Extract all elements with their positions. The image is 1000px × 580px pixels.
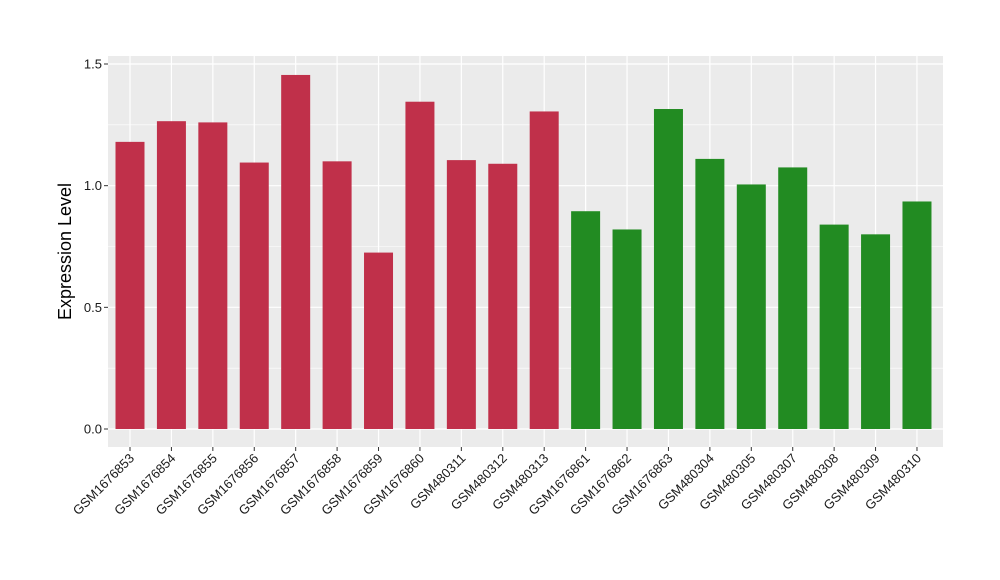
bar-GSM1676861 <box>571 211 601 429</box>
bar-GSM480308 <box>819 224 849 429</box>
y-tick-label: 0.5 <box>84 300 102 315</box>
bar-GSM480304 <box>695 158 725 429</box>
bar-GSM1676858 <box>322 161 352 430</box>
bar-GSM480305 <box>736 184 766 429</box>
bar-GSM480311 <box>446 160 476 429</box>
bar-GSM480309 <box>861 234 891 429</box>
bar-GSM1676859 <box>364 252 394 429</box>
y-tick-label: 0.0 <box>84 422 102 437</box>
bar-GSM480312 <box>488 163 518 429</box>
bar-GSM480310 <box>902 201 932 429</box>
bar-GSM480307 <box>778 167 808 429</box>
bar-GSM1676853 <box>115 141 145 429</box>
bar-GSM1676857 <box>281 74 311 429</box>
bar-GSM1676854 <box>156 121 186 429</box>
y-axis-label: Expression Level <box>55 183 75 320</box>
bars <box>115 74 932 430</box>
y-tick-label: 1.0 <box>84 178 102 193</box>
plot-panel <box>108 56 943 447</box>
bar-GSM1676856 <box>239 162 269 430</box>
y-tick-label: 1.5 <box>84 57 102 72</box>
bar-GSM1676855 <box>198 122 228 430</box>
y-axis: 0.0 0.5 1.0 1.5 <box>84 57 108 437</box>
x-axis: GSM1676853GSM1676854GSM1676855GSM1676856… <box>70 447 924 518</box>
bar-GSM1676860 <box>405 101 435 429</box>
bar-GSM1676863 <box>653 109 683 430</box>
bar-GSM480313 <box>529 111 559 429</box>
bar-GSM1676862 <box>612 229 642 429</box>
